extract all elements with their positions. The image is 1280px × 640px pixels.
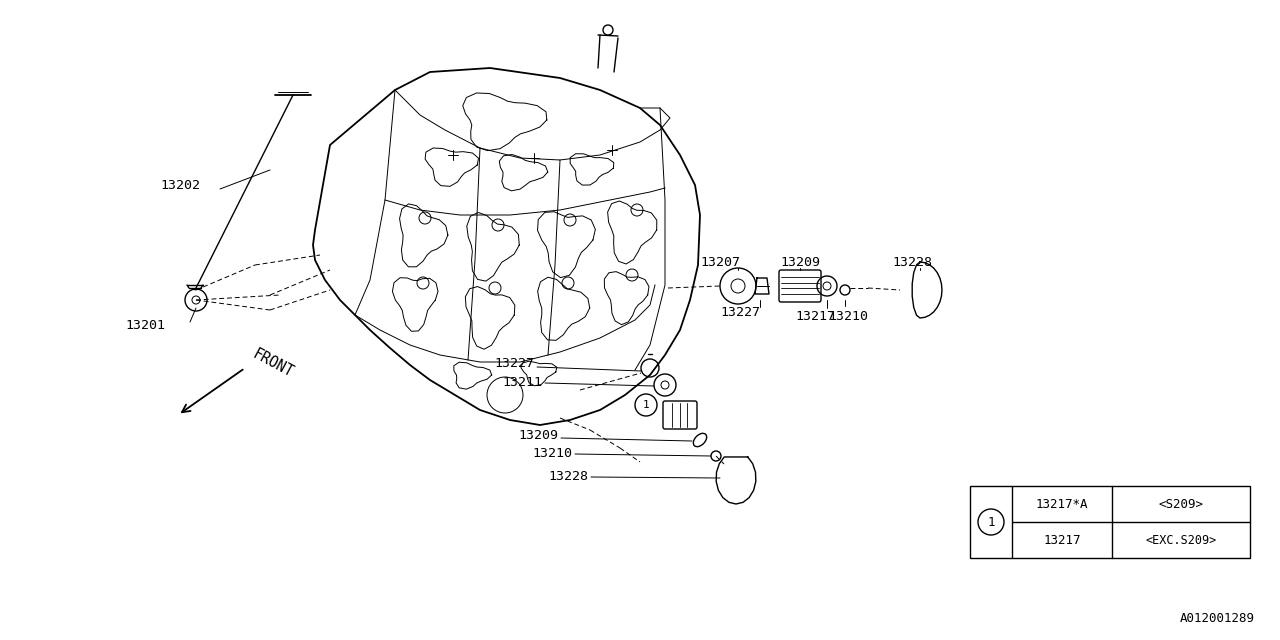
Text: 13227: 13227	[494, 356, 534, 369]
Text: 1: 1	[643, 400, 649, 410]
Text: <EXC.S209>: <EXC.S209>	[1146, 534, 1216, 547]
Text: 13207: 13207	[700, 255, 740, 269]
Text: 13209: 13209	[780, 255, 820, 269]
Bar	[970, 486, 1251, 558]
Text: 13228: 13228	[892, 255, 932, 269]
Text: A012001289: A012001289	[1180, 611, 1254, 625]
Text: 13201: 13201	[125, 319, 165, 332]
Text: 13209: 13209	[518, 429, 558, 442]
Text: 13228: 13228	[548, 470, 588, 483]
Text: 1: 1	[987, 515, 995, 529]
Text: 13210: 13210	[532, 447, 572, 460]
Text: 13210: 13210	[828, 310, 868, 323]
Text: 13227: 13227	[721, 305, 760, 319]
Text: 13217: 13217	[795, 310, 835, 323]
Text: FRONT: FRONT	[250, 347, 296, 381]
Text: 13211: 13211	[502, 376, 541, 388]
Text: <S209>: <S209>	[1158, 497, 1203, 511]
Text: 13217: 13217	[1043, 534, 1080, 547]
Text: 13217*A: 13217*A	[1036, 497, 1088, 511]
Text: 13202: 13202	[160, 179, 200, 191]
